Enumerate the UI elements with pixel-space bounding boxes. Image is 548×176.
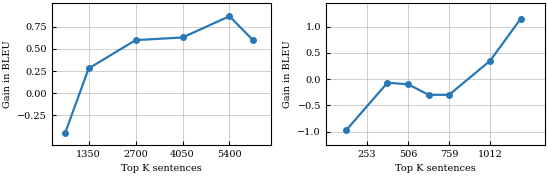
Y-axis label: Gain in BLEU: Gain in BLEU (283, 40, 292, 108)
X-axis label: Top K sentences: Top K sentences (121, 164, 202, 173)
X-axis label: Top K sentences: Top K sentences (395, 164, 476, 173)
Y-axis label: Gain in BLEU: Gain in BLEU (3, 40, 12, 108)
